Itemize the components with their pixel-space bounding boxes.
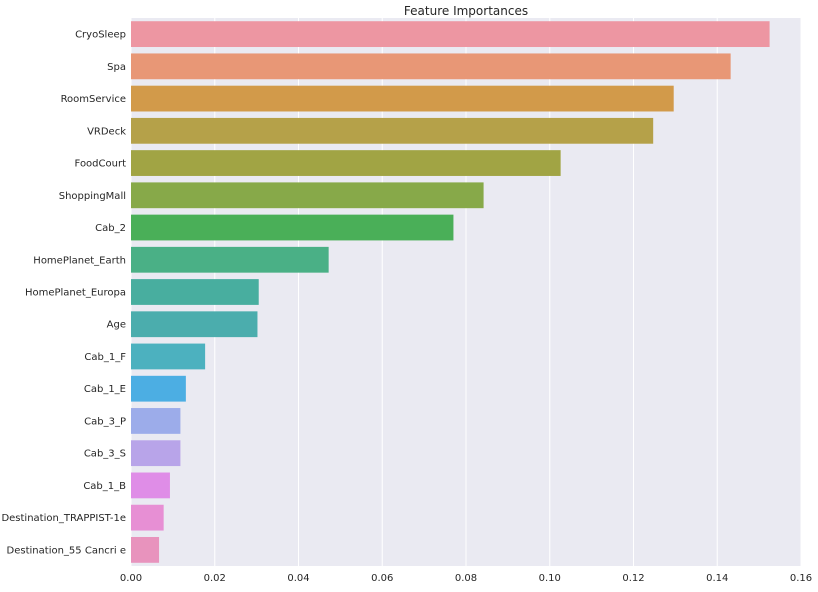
x-tick-label: 0.02 bbox=[204, 573, 226, 584]
x-tick-label: 0.16 bbox=[790, 573, 812, 584]
bar bbox=[131, 408, 181, 434]
x-tick-label: 0.12 bbox=[622, 573, 644, 584]
bar bbox=[131, 53, 731, 80]
bar bbox=[131, 472, 170, 499]
x-tick-labels: 0.00 0.02 0.04 0.06 0.08 0.10 0.12 0.14 0.16 bbox=[120, 573, 812, 584]
bar bbox=[131, 246, 329, 273]
bar bbox=[131, 311, 258, 338]
y-tick-label: Cab_3_P bbox=[84, 416, 126, 427]
x-tick-label: 0.06 bbox=[371, 573, 393, 584]
bar bbox=[131, 117, 654, 144]
bar bbox=[131, 440, 181, 467]
y-tick-labels: CryoSleep Spa RoomService VRDeck FoodCourt Sh… bbox=[1, 30, 126, 557]
y-tick-label: Destination_TRAPPIST-1e bbox=[1, 513, 126, 524]
y-tick-label: Age bbox=[107, 320, 126, 331]
x-tick-label: 0.10 bbox=[539, 573, 561, 584]
bars bbox=[131, 21, 770, 563]
y-tick-label: CryoSleep bbox=[75, 30, 126, 41]
bar bbox=[131, 343, 206, 370]
y-tick-label: ShoppingMall bbox=[59, 191, 126, 202]
bar bbox=[131, 504, 164, 531]
y-tick-label: HomePlanet_Earth bbox=[33, 255, 126, 266]
x-tick-label: 0.08 bbox=[455, 573, 477, 584]
y-tick-label: Cab_2 bbox=[95, 223, 126, 234]
y-tick-label: Spa bbox=[107, 62, 126, 73]
y-tick-label: Cab_1_F bbox=[84, 352, 126, 363]
chart-title: Feature Importances bbox=[404, 4, 528, 18]
y-tick-label: RoomService bbox=[61, 94, 126, 105]
bar bbox=[131, 279, 259, 305]
x-tick-label: 0.00 bbox=[120, 573, 142, 584]
bar bbox=[131, 536, 160, 563]
y-tick-label: Cab_1_E bbox=[84, 384, 126, 395]
y-tick-label: HomePlanet_Europa bbox=[25, 288, 126, 299]
y-tick-label: VRDeck bbox=[87, 126, 126, 137]
bar bbox=[131, 21, 770, 48]
y-tick-label: Destination_55 Cancri e bbox=[7, 545, 126, 556]
y-tick-label: FoodCourt bbox=[75, 159, 127, 170]
bar bbox=[131, 182, 484, 209]
x-tick-label: 0.14 bbox=[706, 573, 728, 584]
x-tick-label: 0.04 bbox=[287, 573, 309, 584]
bar bbox=[131, 85, 674, 112]
y-tick-label: Cab_1_B bbox=[83, 481, 126, 492]
y-tick-label: Cab_3_S bbox=[84, 449, 126, 460]
bar bbox=[131, 214, 454, 241]
bar bbox=[131, 150, 561, 176]
bar bbox=[131, 375, 186, 402]
